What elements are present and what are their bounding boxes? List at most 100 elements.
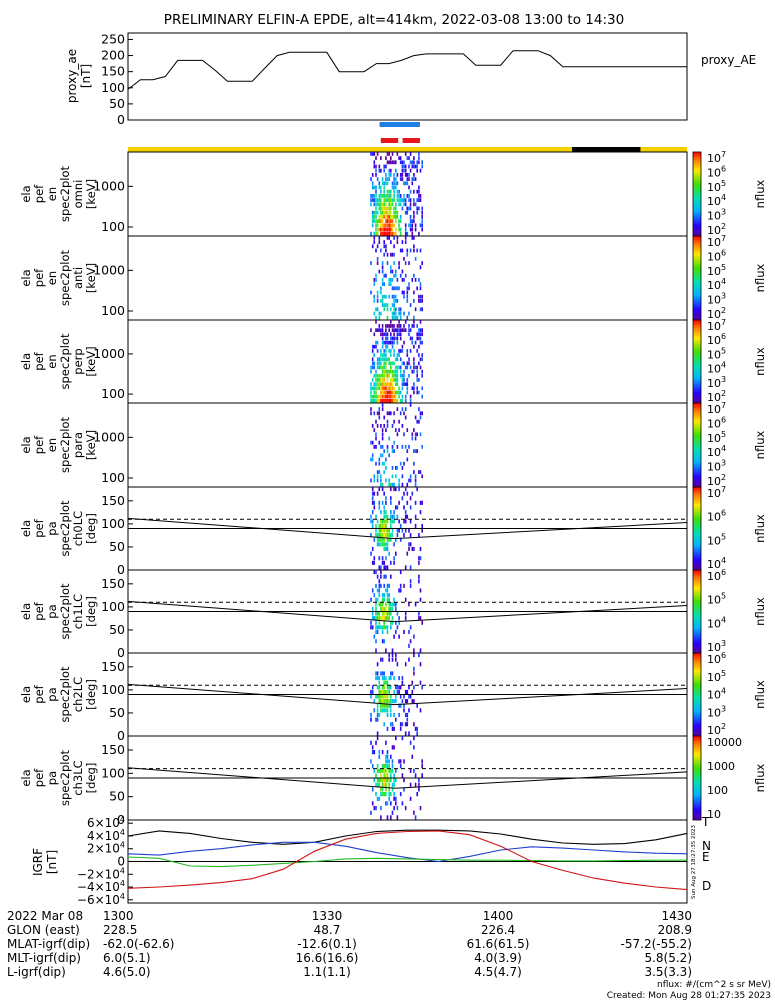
panel-ylabel-line: pef — [32, 351, 46, 370]
colorbar-tick-label: 106 — [707, 651, 726, 666]
spectrogram-cell — [399, 177, 402, 181]
colorbar-tick-exponent: 4 — [721, 444, 726, 453]
spectrogram-cell — [391, 528, 394, 533]
spectrogram-cell — [416, 365, 418, 370]
spectrogram-cell — [403, 533, 405, 538]
spectrogram-cell — [370, 290, 372, 295]
spectrogram-cell — [386, 386, 389, 391]
spectrogram-cell — [409, 583, 412, 588]
spectrogram-cell — [380, 537, 382, 542]
spectrogram-cell — [378, 556, 381, 561]
spectrogram-cell — [386, 160, 389, 165]
spectrogram-cell — [378, 386, 381, 391]
spectrogram-cell — [375, 219, 377, 223]
spectrogram-cell — [396, 189, 399, 194]
spectrogram-cell — [388, 206, 390, 211]
spectrogram-cell — [375, 717, 377, 722]
spectrogram-cell — [376, 227, 379, 232]
spectrogram-cell — [408, 602, 410, 607]
spectrogram-cell — [396, 407, 399, 411]
spectrogram-cell — [380, 349, 382, 353]
colorbar-tick-label: 10 — [707, 808, 721, 821]
spectrogram-cell — [391, 185, 394, 190]
colorbar-tick-label: 105 — [707, 430, 726, 445]
spectrogram-cell — [383, 768, 385, 773]
spectrogram-cell — [381, 403, 384, 407]
spectrogram-cell — [418, 560, 420, 565]
spectrogram-cell — [380, 185, 382, 190]
spectrogram-cell — [388, 219, 390, 223]
spectrogram-cell — [376, 662, 379, 667]
spectrogram-cell — [399, 231, 402, 236]
spectrogram-cell — [390, 537, 392, 542]
spectrogram-cell — [421, 294, 423, 299]
spectrogram-cell — [416, 792, 418, 797]
spectrogram-cell — [413, 273, 415, 278]
colorbar-tick-label: 106 — [707, 248, 726, 263]
spectrogram-cell — [371, 244, 374, 249]
spectrogram-cell — [399, 398, 402, 403]
spectrogram-cell — [396, 357, 399, 362]
spectrogram-cell — [383, 625, 385, 630]
spectrogram-cell — [391, 616, 394, 621]
spectrogram-cell — [388, 533, 390, 538]
spectrogram-cell — [390, 792, 392, 797]
spectrogram-cell — [403, 198, 405, 202]
spectrogram-cell — [383, 415, 385, 420]
spectrogram-cell — [385, 428, 387, 432]
spectrogram-cell — [399, 160, 402, 165]
spectrogram-cell — [403, 759, 405, 764]
spectrogram-cell — [403, 168, 405, 173]
spectrogram-cell — [386, 189, 389, 194]
spectrogram-cell — [421, 223, 423, 228]
spectrogram-cell — [401, 386, 404, 391]
spectrogram-cell — [375, 671, 377, 676]
spectrogram-cell — [395, 487, 397, 492]
spectrogram-cell — [403, 278, 405, 282]
spectrogram-cell — [395, 286, 397, 291]
spectrogram-cell — [381, 299, 384, 303]
panel-ylabel-line: pef — [32, 684, 46, 703]
spectrogram-cell — [395, 620, 397, 625]
spectrogram-cell — [406, 382, 409, 386]
spectrogram-cell — [395, 428, 397, 432]
spectrogram-cell — [375, 694, 377, 699]
spectrogram-cell — [393, 778, 395, 783]
spectrogram-cell — [396, 445, 399, 449]
colorbar-label: nflux — [753, 514, 767, 543]
spectrogram-cell — [378, 754, 381, 759]
spectrogram-cell — [375, 344, 377, 349]
spectrogram-cell — [393, 510, 395, 515]
spectrogram-cell — [399, 307, 402, 312]
spectrogram-cell — [403, 160, 405, 165]
spectrogram-cell — [414, 474, 417, 479]
spectrogram-cell — [421, 373, 423, 378]
spectrogram-cell — [406, 378, 409, 382]
spectrogram-cell — [373, 194, 376, 198]
spectrogram-cell — [373, 278, 376, 282]
spectrogram-cell — [388, 394, 390, 399]
spectrogram-cell — [416, 164, 418, 169]
panel-ylabel-line: ela — [19, 603, 33, 620]
spectrogram-cell — [418, 782, 420, 787]
spectrogram-cell — [370, 261, 372, 265]
spectrogram-cell — [413, 236, 415, 240]
ephemeris-row-label: MLAT-igrf(dip) — [7, 937, 90, 951]
spectrogram-cell — [401, 496, 404, 501]
spectrogram-cell — [413, 219, 415, 223]
spectrogram-cell — [403, 461, 405, 466]
spectrogram-cell — [421, 219, 423, 223]
spectrogram-cell — [380, 625, 382, 630]
spectrogram-cell — [411, 236, 414, 240]
spectrogram-cell — [404, 223, 407, 228]
spectrogram-cell — [385, 198, 387, 202]
spectrogram-cell — [388, 782, 390, 787]
spectrogram-cell — [383, 537, 385, 542]
spectrogram-cell — [396, 815, 399, 820]
spectrogram-cell — [388, 685, 390, 690]
spectrogram-cell — [403, 629, 405, 634]
spectrogram-cell — [419, 265, 422, 270]
spectrogram-cell — [373, 198, 376, 202]
panel-ytick-label: 1000 — [93, 262, 125, 277]
spectrogram-cell — [406, 689, 409, 694]
